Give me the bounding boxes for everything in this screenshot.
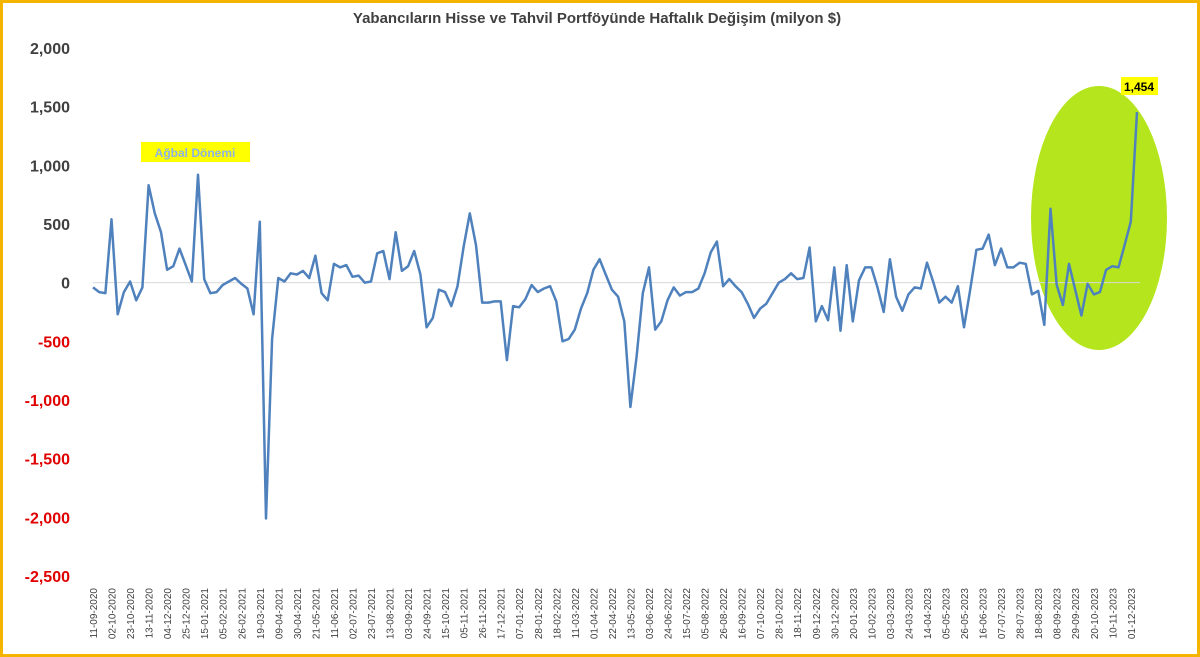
x-tick-label: 15-01-2021 <box>200 588 211 640</box>
x-tick-label: 09-12-2022 <box>812 588 823 640</box>
period-label-background <box>141 142 250 162</box>
x-tick-label: 19-03-2021 <box>256 588 267 640</box>
last-value-label-background <box>1121 77 1158 95</box>
x-tick-label: 21-05-2021 <box>311 588 322 640</box>
y-tick-label: -500 <box>38 334 70 351</box>
x-tick-label: 25-12-2020 <box>182 588 193 640</box>
x-tick-label: 22-04-2022 <box>608 588 619 640</box>
x-tick-label: 18-11-2022 <box>793 588 804 639</box>
x-tick-label: 20-01-2023 <box>849 588 860 640</box>
y-tick-label: 0 <box>61 276 70 293</box>
x-tick-label: 11-03-2022 <box>571 588 582 639</box>
last-value-label: 1,454 <box>1124 80 1154 94</box>
x-tick-label: 04-12-2020 <box>163 588 174 640</box>
period-label: Ağbal Dönemi <box>155 146 236 160</box>
x-tick-label: 23-10-2020 <box>126 588 137 640</box>
y-tick-label: -1,000 <box>25 393 70 410</box>
x-tick-label: 01-12-2023 <box>1127 588 1138 640</box>
x-tick-label: 13-08-2021 <box>386 588 397 640</box>
x-tick-label: 24-03-2023 <box>904 588 915 640</box>
x-tick-label: 18-02-2022 <box>552 588 563 640</box>
chart-title: Yabancıların Hisse ve Tahvil Portföyünde… <box>352 10 842 27</box>
x-tick-label: 07-07-2023 <box>997 588 1008 640</box>
x-tick-label: 15-10-2021 <box>441 588 452 640</box>
x-tick-label: 13-11-2020 <box>145 588 156 639</box>
x-tick-label: 13-05-2022 <box>626 588 637 640</box>
x-tick-label: 03-09-2021 <box>404 588 415 640</box>
x-tick-label: 10-11-2023 <box>1108 588 1119 639</box>
x-tick-label: 29-09-2023 <box>1071 588 1082 640</box>
y-tick-label: 2,000 <box>30 41 70 58</box>
x-tick-label: 05-11-2021 <box>460 588 471 639</box>
y-tick-label: -2,000 <box>25 510 70 527</box>
x-tick-label: 05-02-2021 <box>219 588 230 640</box>
x-tick-label: 11-09-2020 <box>89 588 100 639</box>
x-axis: 11-09-2020 02-10-2020 23-10-2020 13-11-2020… <box>89 588 1138 640</box>
x-tick-label: 02-07-2021 <box>348 588 359 640</box>
y-axis: 2,000 1,500 1,000 500 0 -500 -1,000 -1,500 -2,00… <box>25 41 70 586</box>
x-tick-label: 28-10-2022 <box>775 588 786 640</box>
x-tick-label: 24-09-2021 <box>423 588 434 640</box>
x-tick-label: 05-05-2023 <box>941 588 952 640</box>
y-tick-label: 500 <box>43 217 70 234</box>
x-tick-label: 07-10-2022 <box>756 588 767 640</box>
x-tick-label: 28-07-2023 <box>1016 588 1027 640</box>
x-tick-label: 17-12-2021 <box>497 588 508 640</box>
x-tick-label: 03-03-2023 <box>886 588 897 640</box>
x-tick-label: 24-06-2022 <box>664 588 675 640</box>
x-tick-label: 03-06-2022 <box>645 588 656 640</box>
x-tick-label: 08-09-2023 <box>1053 588 1064 640</box>
x-tick-label: 14-04-2023 <box>923 588 934 640</box>
x-tick-label: 18-08-2023 <box>1034 588 1045 640</box>
x-tick-label: 28-01-2022 <box>534 588 545 640</box>
x-tick-label: 26-08-2022 <box>719 588 730 640</box>
series-line <box>92 112 1139 520</box>
y-tick-label: -1,500 <box>25 452 70 469</box>
x-tick-label: 05-08-2022 <box>701 588 712 640</box>
x-tick-label: 11-06-2021 <box>330 588 341 639</box>
x-tick-label: 20-10-2023 <box>1090 588 1101 640</box>
x-tick-label: 10-02-2023 <box>867 588 878 640</box>
y-tick-label: 1,000 <box>30 158 70 175</box>
x-tick-label: 30-04-2021 <box>293 588 304 640</box>
x-tick-label: 26-02-2021 <box>237 588 248 640</box>
annotations: Ağbal Dönemi 1,454 <box>141 77 1158 162</box>
x-tick-label: 01-04-2022 <box>589 588 600 640</box>
x-tick-label: 09-04-2021 <box>274 588 285 640</box>
x-tick-label: 16-06-2023 <box>979 588 990 640</box>
x-tick-label: 26-11-2021 <box>478 588 489 639</box>
y-tick-label: 1,500 <box>30 100 70 117</box>
x-tick-label: 23-07-2021 <box>367 588 378 640</box>
x-tick-label: 26-05-2023 <box>960 588 971 640</box>
x-tick-label: 15-07-2022 <box>682 588 693 640</box>
x-tick-label: 02-10-2020 <box>108 588 119 640</box>
x-tick-label: 30-12-2022 <box>830 588 841 640</box>
y-tick-label: -2,500 <box>25 569 70 586</box>
x-tick-label: 16-09-2022 <box>738 588 749 640</box>
x-tick-label: 07-01-2022 <box>515 588 526 640</box>
